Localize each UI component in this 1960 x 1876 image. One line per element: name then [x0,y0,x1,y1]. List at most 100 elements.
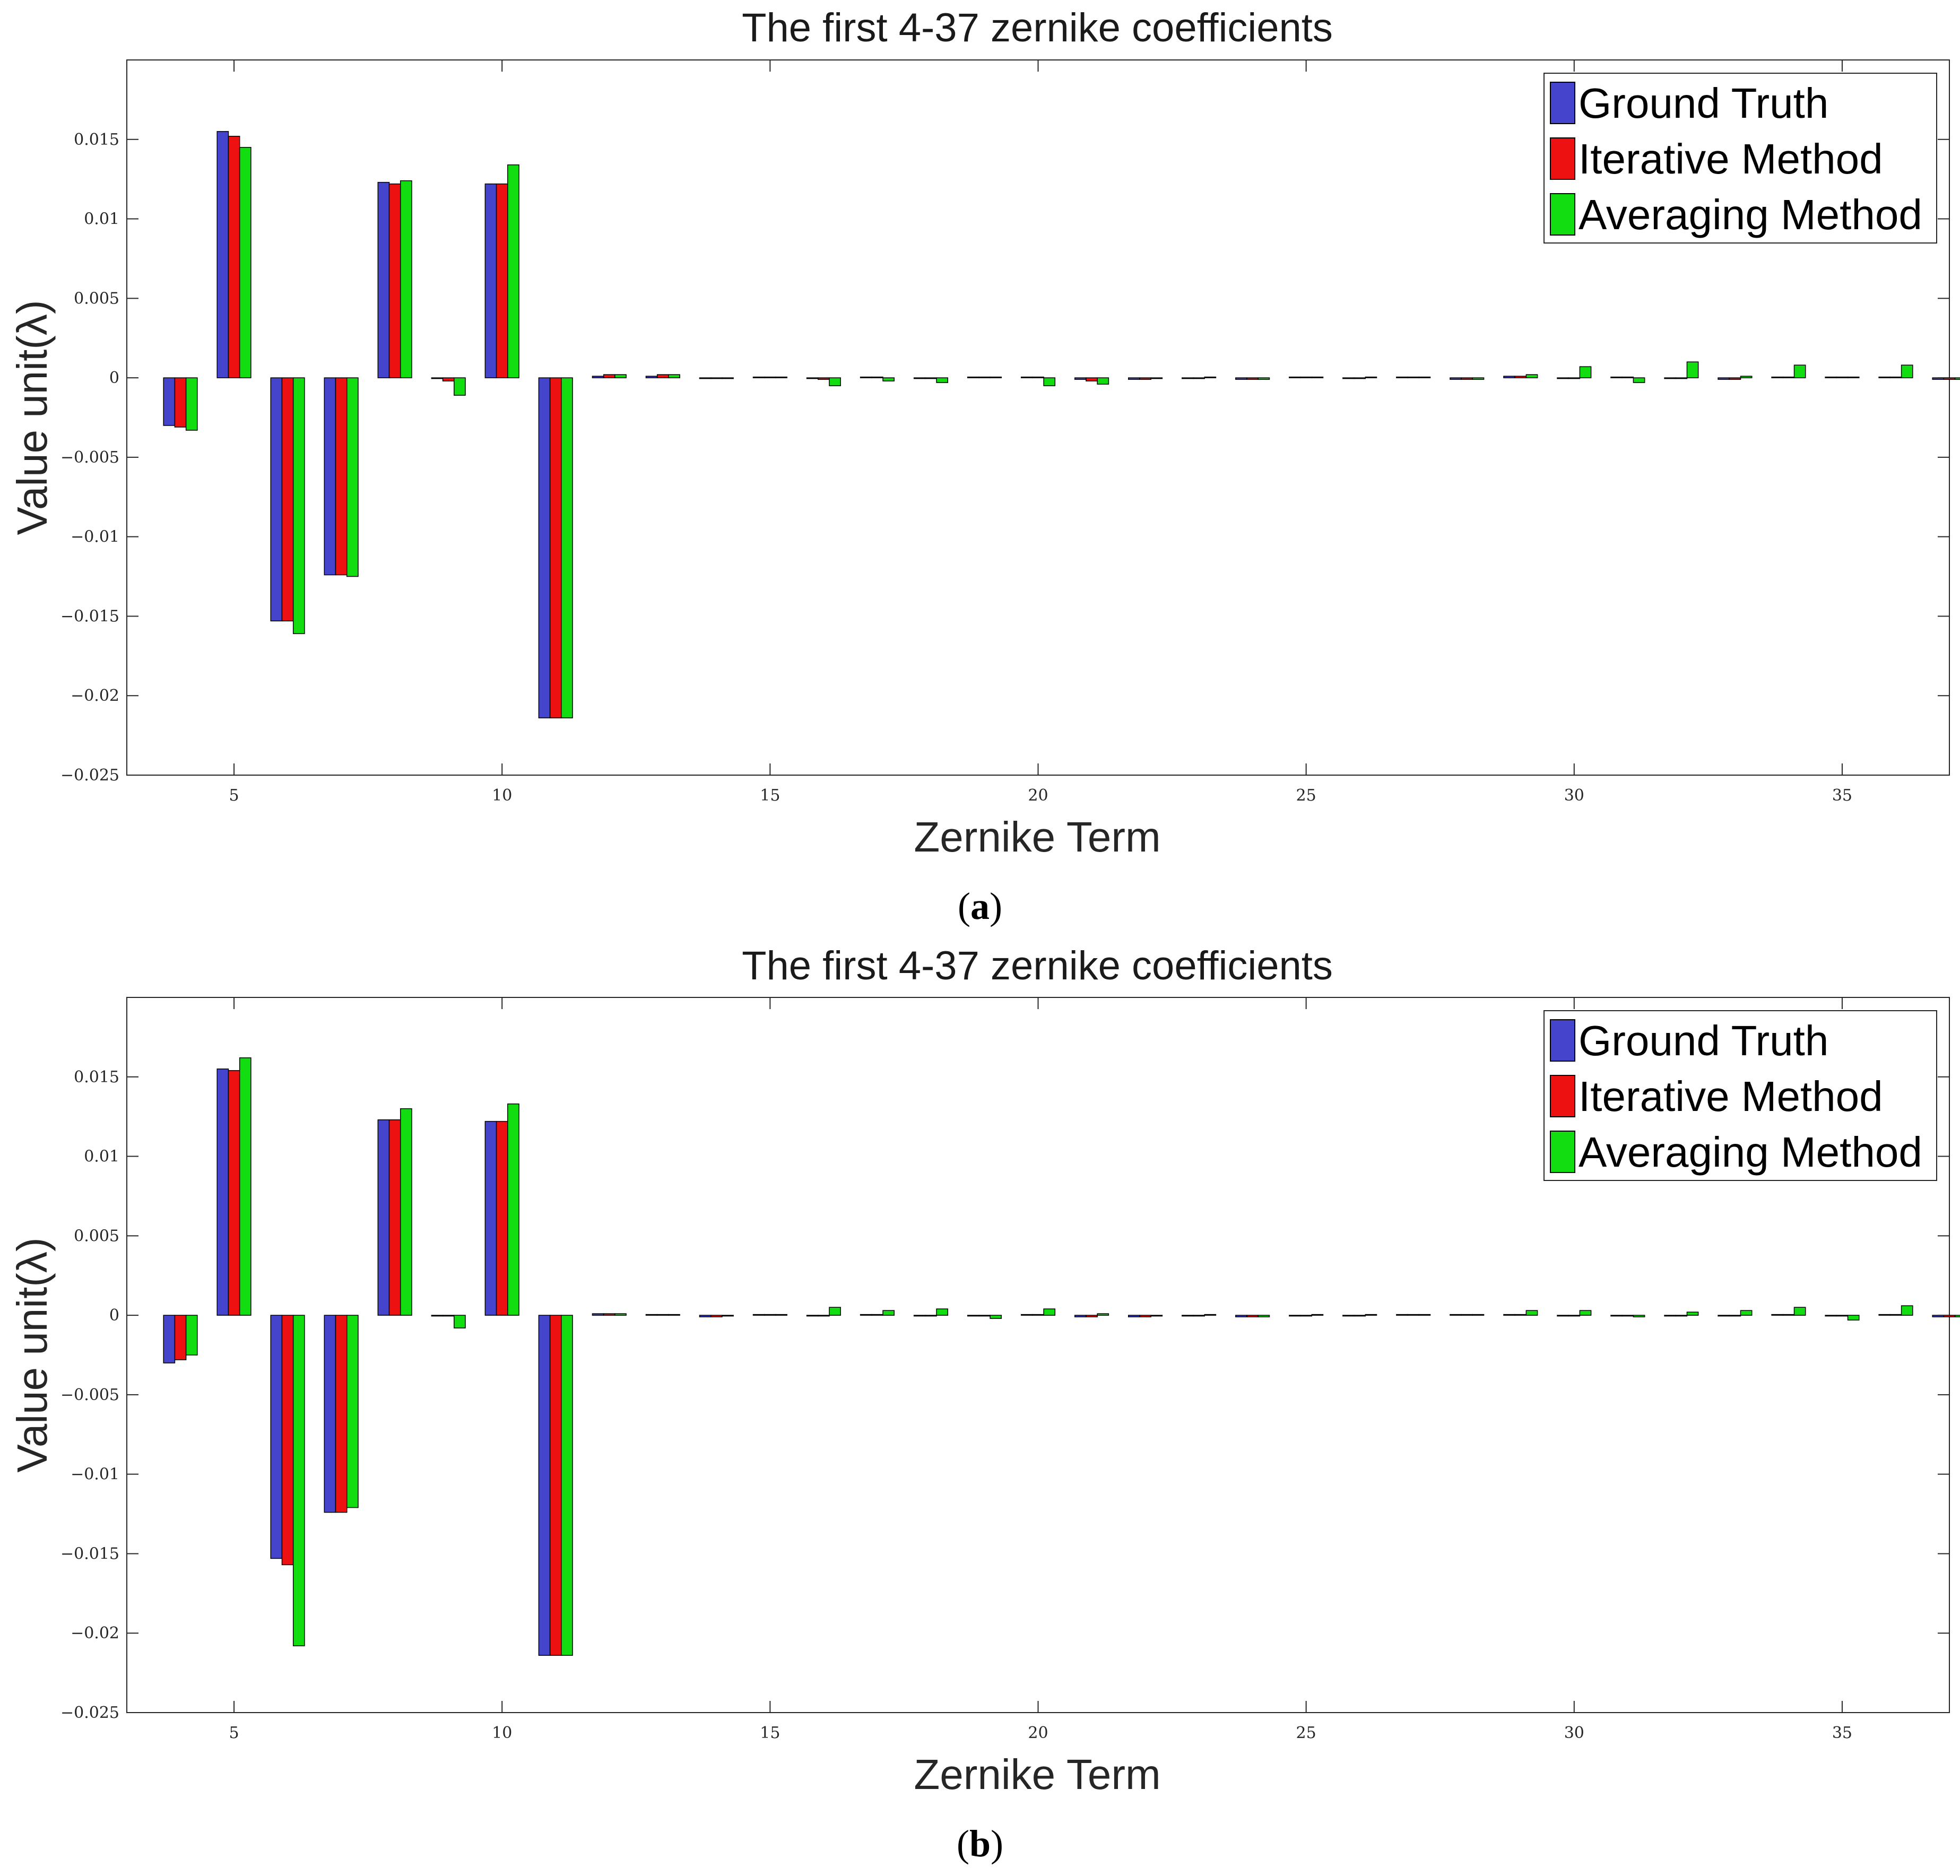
bar-iterative-term-36 [1889,1314,1902,1316]
bar-averaging-term-36 [1901,364,1913,378]
bar-iterative-term-24 [1246,377,1259,380]
legend-swatch-iterative-b [1550,1075,1575,1117]
x-tick-label: 30 [1564,1724,1584,1742]
bar-iterative-term-16 [818,1315,830,1317]
legend-swatch-averaging-a [1550,193,1575,236]
panel-caption-letter-a: a [970,885,990,927]
bar-ground-truth-term-23 [1182,377,1194,379]
bar-averaging-term-22 [1150,1315,1163,1317]
bar-iterative-term-12 [603,1313,615,1316]
bars-b [163,1057,1960,1656]
bar-averaging-term-6 [292,1315,305,1646]
bar-iterative-term-15 [764,1314,776,1316]
bar-iterative-term-5 [228,1070,240,1316]
x-tick-label: 20 [1028,1724,1048,1742]
bar-averaging-term-23 [1204,1314,1217,1316]
bar-ground-truth-term-13 [645,376,658,378]
bar-ground-truth-term-6 [270,377,283,622]
bars-a [163,131,1960,718]
bar-iterative-term-22 [1139,1315,1151,1317]
bar-ground-truth-term-31 [1610,1315,1623,1317]
bar-iterative-term-36 [1889,376,1902,378]
bar-averaging-term-13 [668,1314,680,1316]
bar-averaging-term-25 [1311,1314,1324,1316]
bar-iterative-term-21 [1086,377,1098,381]
bar-averaging-term-26 [1365,376,1377,378]
bar-averaging-term-8 [400,1108,412,1316]
bar-ground-truth-term-25 [1289,1315,1301,1317]
bar-iterative-term-7 [335,377,348,576]
bar-averaging-term-29 [1525,374,1538,378]
y-tick-label: −0.015 [60,607,119,626]
bar-iterative-term-30 [1568,377,1581,379]
x-tick-label: 25 [1296,1724,1316,1742]
bar-averaging-term-30 [1579,366,1592,378]
bar-iterative-term-4 [174,377,187,428]
bar-ground-truth-term-36 [1878,1314,1891,1316]
bar-averaging-term-25 [1311,376,1324,378]
y-tick-label: −0.01 [71,1465,119,1484]
bar-ground-truth-term-15 [752,1314,765,1316]
y-tick-label: −0.005 [60,1386,119,1404]
legend-swatch-ground-truth-a [1550,82,1575,124]
bar-iterative-term-31 [1621,376,1634,378]
bar-ground-truth-term-35 [1825,1315,1837,1317]
bar-ground-truth-term-8 [377,181,390,378]
bar-averaging-term-4 [185,377,198,431]
bar-ground-truth-term-28 [1450,1314,1462,1316]
x-tick-label: 15 [760,786,780,805]
bar-averaging-term-27 [1418,376,1431,378]
bar-averaging-term-23 [1204,376,1217,378]
bar-averaging-term-5 [239,147,251,378]
bar-averaging-term-24 [1257,377,1270,380]
bar-iterative-term-14 [710,1315,723,1317]
bar-averaging-term-37 [1954,1315,1960,1317]
y-tick-label: 0.005 [74,289,119,308]
bar-averaging-term-27 [1418,1314,1431,1316]
bar-averaging-term-32 [1686,361,1699,378]
bar-iterative-term-20 [1032,376,1044,378]
x-tick-label: 5 [229,1724,239,1742]
bar-ground-truth-term-11 [538,377,551,718]
legend-label-ground-truth-b: Ground Truth [1579,1017,1828,1064]
bar-averaging-term-24 [1257,1315,1270,1317]
bar-ground-truth-term-4 [163,1315,176,1363]
bar-iterative-term-33 [1729,377,1741,380]
bar-iterative-term-11 [549,377,562,718]
bar-ground-truth-term-24 [1235,377,1247,380]
chart-title-b: The first 4-37 zernike coefficients [742,943,1333,988]
bar-iterative-term-22 [1139,377,1151,380]
y-axis-ticks-a: −0.025 −0.02 −0.015 −0.01 −0.005 0 0.005 0.01 0.… [60,131,1949,785]
y-tick-label: −0.005 [60,448,119,467]
bar-iterative-term-13 [656,374,669,378]
bar-ground-truth-term-19 [967,1315,979,1317]
y-axis-ticks-b: −0.025 −0.02 −0.015 −0.01 −0.005 0 0.005 0.01 0.… [60,1068,1949,1722]
bar-iterative-term-16 [818,377,830,380]
y-tick-label: −0.01 [71,528,119,546]
bar-ground-truth-term-9 [431,377,444,379]
bar-iterative-term-11 [549,1315,562,1656]
bar-ground-truth-term-8 [377,1119,390,1316]
bar-ground-truth-term-27 [1396,1314,1408,1316]
bar-averaging-term-34 [1793,1307,1806,1316]
bar-ground-truth-term-16 [806,377,819,379]
bar-iterative-term-35 [1836,1315,1849,1317]
bar-ground-truth-term-36 [1878,376,1891,378]
bar-ground-truth-term-17 [860,376,872,378]
bar-averaging-term-16 [829,377,841,386]
bar-ground-truth-term-34 [1771,1314,1784,1316]
y-tick-label: 0 [109,1306,119,1325]
y-axis-label-a: Value unit(λ) [8,300,56,535]
bar-averaging-term-11 [561,377,573,718]
bar-averaging-term-4 [185,1315,198,1356]
bar-iterative-term-31 [1621,1315,1634,1317]
bar-averaging-term-31 [1633,1315,1645,1317]
bar-iterative-term-9 [442,1315,455,1317]
y-tick-label: −0.015 [60,1544,119,1563]
bar-ground-truth-term-30 [1557,1315,1569,1317]
chart-panel-a: The first 4-37 zernike coefficients 5 10 1… [8,5,1960,927]
bar-ground-truth-term-7 [324,1315,336,1513]
bar-iterative-term-32 [1675,1315,1688,1317]
bar-iterative-term-15 [764,376,776,378]
x-axis-ticks-a: 5 10 15 20 25 30 35 [229,60,1852,805]
